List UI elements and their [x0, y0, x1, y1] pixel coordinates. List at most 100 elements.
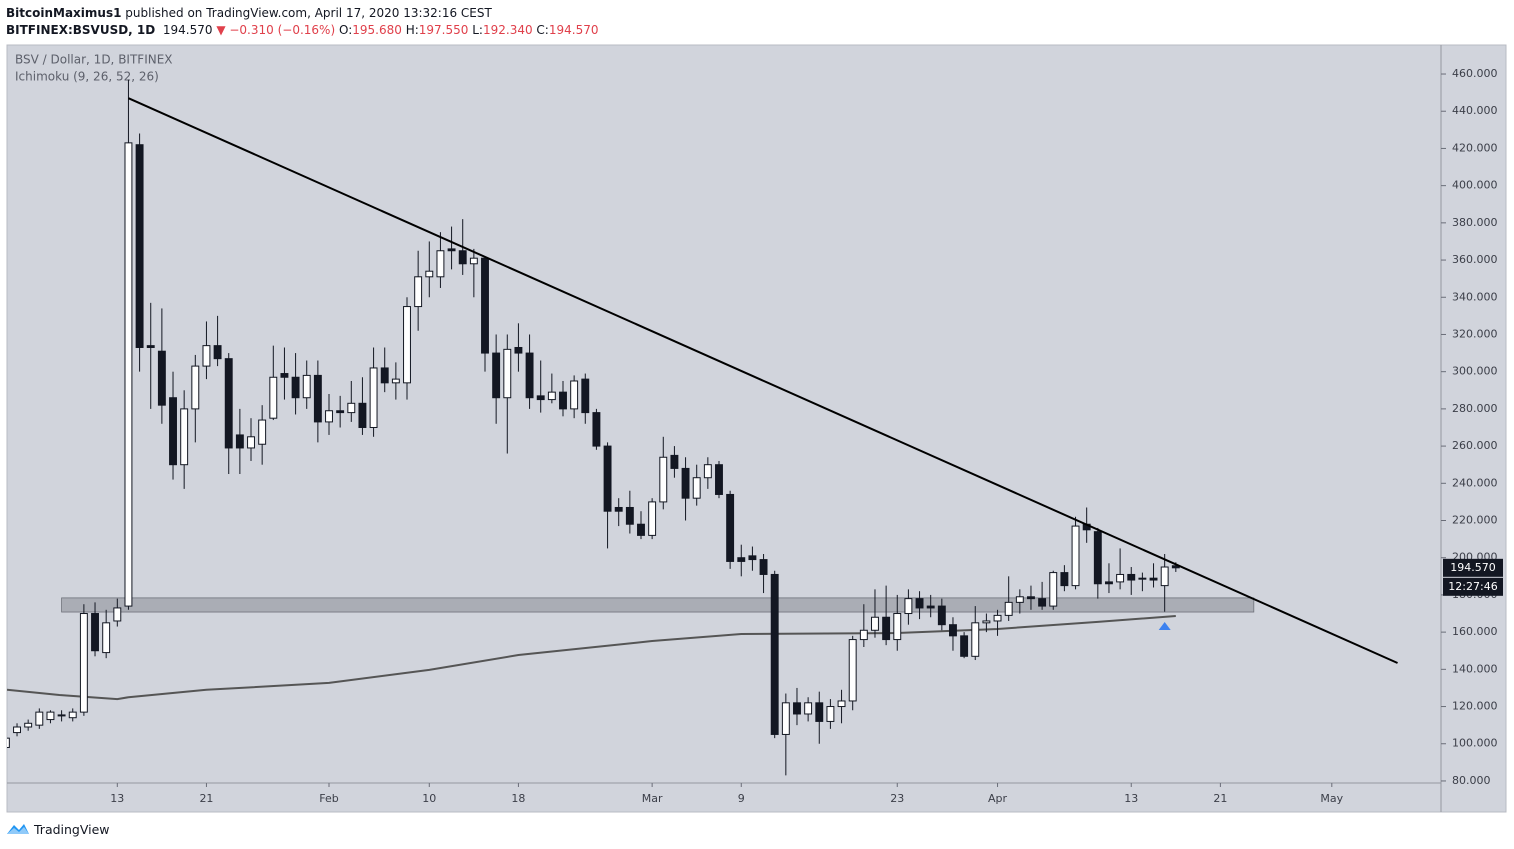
candle-body [982, 620, 991, 624]
x-tick-label: 13 [1124, 792, 1138, 805]
candle-body [235, 434, 244, 449]
candle-body [35, 711, 44, 726]
candle-body [525, 352, 534, 399]
candle-body [1004, 601, 1013, 616]
x-tick-label: Mar [642, 792, 663, 805]
candle-body [180, 408, 189, 466]
candle-body [102, 622, 111, 654]
candle-body [703, 464, 712, 479]
candle-body [826, 706, 835, 722]
candle-body [637, 523, 645, 536]
candle-body [893, 613, 902, 641]
last-price-box [1443, 558, 1503, 577]
candle-body [993, 614, 1002, 622]
countdown-box [1443, 577, 1503, 596]
y-tick-label: 440.000 [1452, 104, 1498, 117]
candle-body [770, 573, 779, 735]
candle-body [882, 616, 891, 641]
candle-body [492, 352, 501, 399]
candle-body [191, 365, 200, 410]
candle-body [547, 391, 556, 401]
candle-body [347, 402, 356, 414]
candle-body [157, 350, 166, 406]
x-tick-label: 18 [511, 792, 525, 805]
candle-body [458, 250, 467, 265]
y-tick-label: 380.000 [1452, 216, 1498, 229]
x-tick-label: 10 [422, 792, 436, 805]
y-tick-label: 260.000 [1452, 439, 1498, 452]
brand: TradingView [34, 821, 110, 837]
candle-body [202, 345, 211, 367]
candle-body [559, 391, 567, 410]
y-tick-label: 220.000 [1452, 514, 1498, 527]
x-tick-label: 23 [890, 792, 904, 805]
candle-body [1127, 573, 1136, 581]
candle-body [135, 144, 144, 348]
candle-body [759, 559, 768, 575]
candle-body [648, 501, 657, 536]
candle-body [213, 345, 222, 360]
candle-body [1038, 598, 1047, 607]
candle-body [904, 598, 913, 615]
last: 194.570 [162, 23, 213, 37]
h-label: H: [405, 23, 419, 37]
header-line-2: BITFINEX:BSVUSD, 1D 194.570 ▼ −0.310 (−0… [6, 22, 598, 39]
c-value: 194.570 [548, 23, 599, 37]
candle-body [258, 419, 267, 445]
candle-body [403, 306, 411, 384]
o-value: 195.680 [352, 23, 402, 37]
x-tick-label: May [1320, 792, 1343, 805]
y-tick-label: 400.000 [1452, 179, 1498, 192]
candle-body [280, 373, 289, 378]
published: published on TradingView.com, April 17, … [125, 6, 492, 20]
x-tick-label: Apr [988, 792, 1008, 805]
candle-body [113, 607, 122, 622]
header: BitcoinMaximus1 published on TradingView… [6, 5, 598, 39]
candle-body [1049, 572, 1058, 607]
candle-body [960, 635, 969, 657]
l-label: L: [472, 23, 483, 37]
candle-body [926, 605, 935, 609]
candle-body [949, 624, 957, 637]
x-tick-label: 13 [110, 792, 124, 805]
y-tick-label: 80.000 [1452, 774, 1491, 787]
y-tick-label: 280.000 [1452, 402, 1498, 415]
candle-body [1027, 596, 1035, 600]
candle-body [169, 397, 177, 466]
author: BitcoinMaximus1 [6, 6, 122, 20]
candle-body [79, 613, 88, 713]
candle-body [291, 376, 300, 399]
candle-body [391, 378, 400, 384]
candle-body [681, 467, 690, 499]
candle-body [670, 454, 679, 469]
x-tick-label: 9 [738, 792, 745, 805]
chart-panel [6, 44, 1507, 813]
candle-body [146, 345, 155, 348]
signal-marker [1158, 621, 1171, 630]
candle-body [224, 358, 233, 449]
candle-body [46, 711, 55, 721]
y-tick-label: 140.000 [1452, 662, 1498, 675]
candle-body [13, 726, 21, 734]
y-tick-label: 240.000 [1452, 476, 1498, 489]
candle-body [414, 276, 423, 308]
candle-body [726, 493, 735, 562]
support-zone [61, 597, 1255, 613]
indicator-label: Ichimoku (9, 26, 52, 26) [15, 70, 159, 84]
candle-body [793, 702, 801, 715]
y-tick-label: 320.000 [1452, 327, 1498, 340]
last-price-label: 194.570 [1450, 561, 1496, 574]
candle-body [1138, 577, 1147, 580]
candle-body [1149, 577, 1158, 581]
candle-body [436, 250, 445, 278]
l-value: 192.340 [482, 23, 533, 37]
x-tick-label: 21 [1213, 792, 1227, 805]
candle-body [1116, 573, 1125, 583]
candle-body [592, 412, 601, 447]
moving-average [7, 614, 1176, 701]
candle-body [481, 257, 489, 354]
candle-body [447, 248, 456, 252]
candle-body [91, 613, 99, 652]
